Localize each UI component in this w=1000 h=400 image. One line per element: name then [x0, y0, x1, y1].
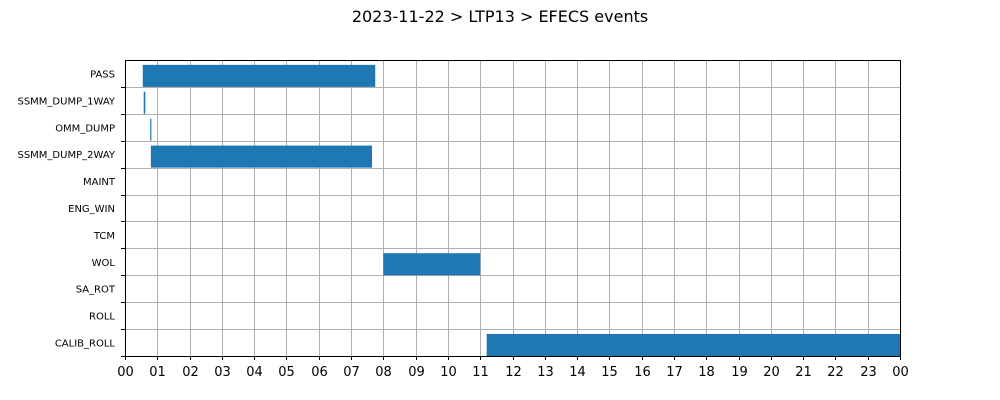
x-tick-label: 19: [731, 365, 748, 380]
x-axis: 00 01 02 03 04 05 06 07 08 09 10 11 12 13 14 15 16 17 18 19…: [117, 356, 909, 380]
x-tick-label: 21: [795, 365, 812, 380]
x-tick-label: 22: [827, 365, 844, 380]
y-tick-label: ROLL: [89, 312, 115, 323]
y-tick-label: SA_ROT: [76, 285, 116, 296]
x-tick-label: 06: [311, 365, 328, 380]
x-tick-label: 00: [892, 365, 909, 380]
y-tick-label: ENG_WIN: [68, 204, 115, 215]
y-tick-label: PASS: [90, 69, 115, 80]
event-bar-pass: [142, 64, 376, 87]
x-tick-label: 07: [343, 365, 360, 380]
event-bar-ssmm-dump-1way: [143, 91, 146, 114]
event-bar-omm-dump: [150, 118, 152, 141]
y-tick-label: WOL: [92, 258, 116, 269]
x-tick-label: 01: [149, 365, 166, 380]
x-tick-label: 12: [505, 365, 522, 380]
event-bar-calib-roll: [486, 333, 900, 356]
x-tick-label: 08: [375, 365, 392, 380]
y-tick-label: OMM_DUMP: [55, 123, 115, 134]
x-tick-label: 17: [666, 365, 683, 380]
event-bar-wol: [383, 253, 481, 276]
y-tick-label: MAINT: [83, 177, 116, 188]
x-tick-label: 02: [182, 365, 199, 380]
x-tick-label: 04: [246, 365, 263, 380]
y-tick-label: TCM: [93, 231, 115, 242]
x-tick-label: 03: [214, 365, 231, 380]
x-tick-label: 11: [472, 365, 489, 380]
x-tick-label: 14: [569, 365, 586, 380]
event-bars: [142, 64, 900, 356]
y-axis: PASS SSMM_DUMP_1WAY OMM_DUMP SSMM_DUMP_2WAY…: [17, 69, 125, 357]
y-tick-label: SSMM_DUMP_2WAY: [17, 150, 115, 161]
y-tick-label: CALIB_ROLL: [55, 339, 116, 350]
x-tick-label: 05: [278, 365, 295, 380]
x-tick-label: 00: [117, 365, 134, 380]
x-tick-label: 09: [408, 365, 425, 380]
x-tick-label: 15: [601, 365, 618, 380]
x-tick-label: 16: [634, 365, 651, 380]
x-tick-label: 10: [440, 365, 457, 380]
x-tick-label: 23: [860, 365, 877, 380]
grid: [125, 60, 901, 356]
x-tick-label: 18: [698, 365, 715, 380]
x-tick-label: 20: [763, 365, 780, 380]
chart-title: 2023-11-22 > LTP13 > EFECS events: [352, 7, 648, 26]
event-bar-ssmm-dump-2way: [150, 145, 373, 168]
y-tick-label: SSMM_DUMP_1WAY: [17, 96, 115, 107]
x-tick-label: 13: [537, 365, 554, 380]
